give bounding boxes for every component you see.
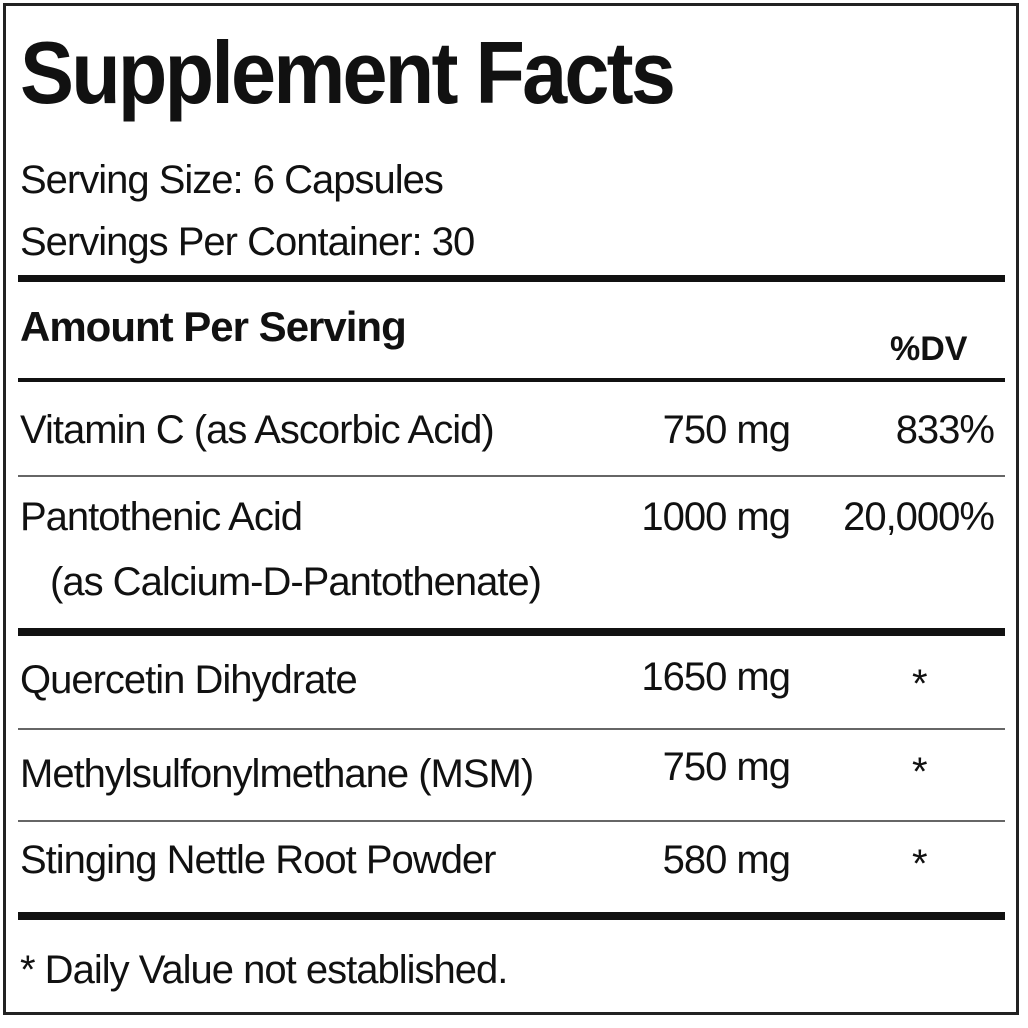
nutrient-name: Vitamin C (as Ascorbic Acid)	[20, 408, 495, 452]
dv-header: %DV	[890, 330, 968, 368]
divider	[18, 912, 1005, 920]
nutrient-dv: 833%	[895, 408, 995, 452]
servings-per-container: Servings Per Container: 30	[20, 220, 475, 264]
divider	[18, 378, 1005, 382]
nutrient-name: Methylsulfonylmethane (MSM)	[20, 752, 534, 796]
divider	[18, 628, 1005, 636]
nutrient-name: Stinging Nettle Root Powder	[20, 838, 496, 882]
label-frame	[3, 3, 1019, 1015]
nutrient-name: Pantothenic Acid	[20, 495, 303, 539]
divider	[18, 820, 1005, 822]
nutrient-amount: 1650 mg	[641, 655, 791, 699]
divider	[18, 275, 1005, 282]
nutrient-name-detail: (as Calcium-D-Pantothenate)	[50, 560, 542, 604]
amount-per-serving-header: Amount Per Serving	[20, 303, 407, 350]
nutrient-amount: 580 mg	[662, 838, 791, 882]
serving-size: Serving Size: 6 Capsules	[20, 158, 444, 202]
nutrient-dv: *	[912, 842, 928, 886]
page-title: Supplement Facts	[20, 23, 676, 122]
nutrient-dv: *	[912, 662, 928, 706]
divider	[18, 475, 1005, 477]
nutrient-amount: 750 mg	[662, 745, 791, 789]
nutrient-amount: 750 mg	[662, 408, 791, 452]
nutrient-name: Quercetin Dihydrate	[20, 658, 358, 702]
nutrient-dv: 20,000%	[843, 495, 995, 539]
divider	[18, 728, 1005, 730]
footnote: * Daily Value not established.	[20, 948, 508, 992]
nutrient-amount: 1000 mg	[641, 495, 791, 539]
nutrient-dv: *	[912, 750, 928, 794]
